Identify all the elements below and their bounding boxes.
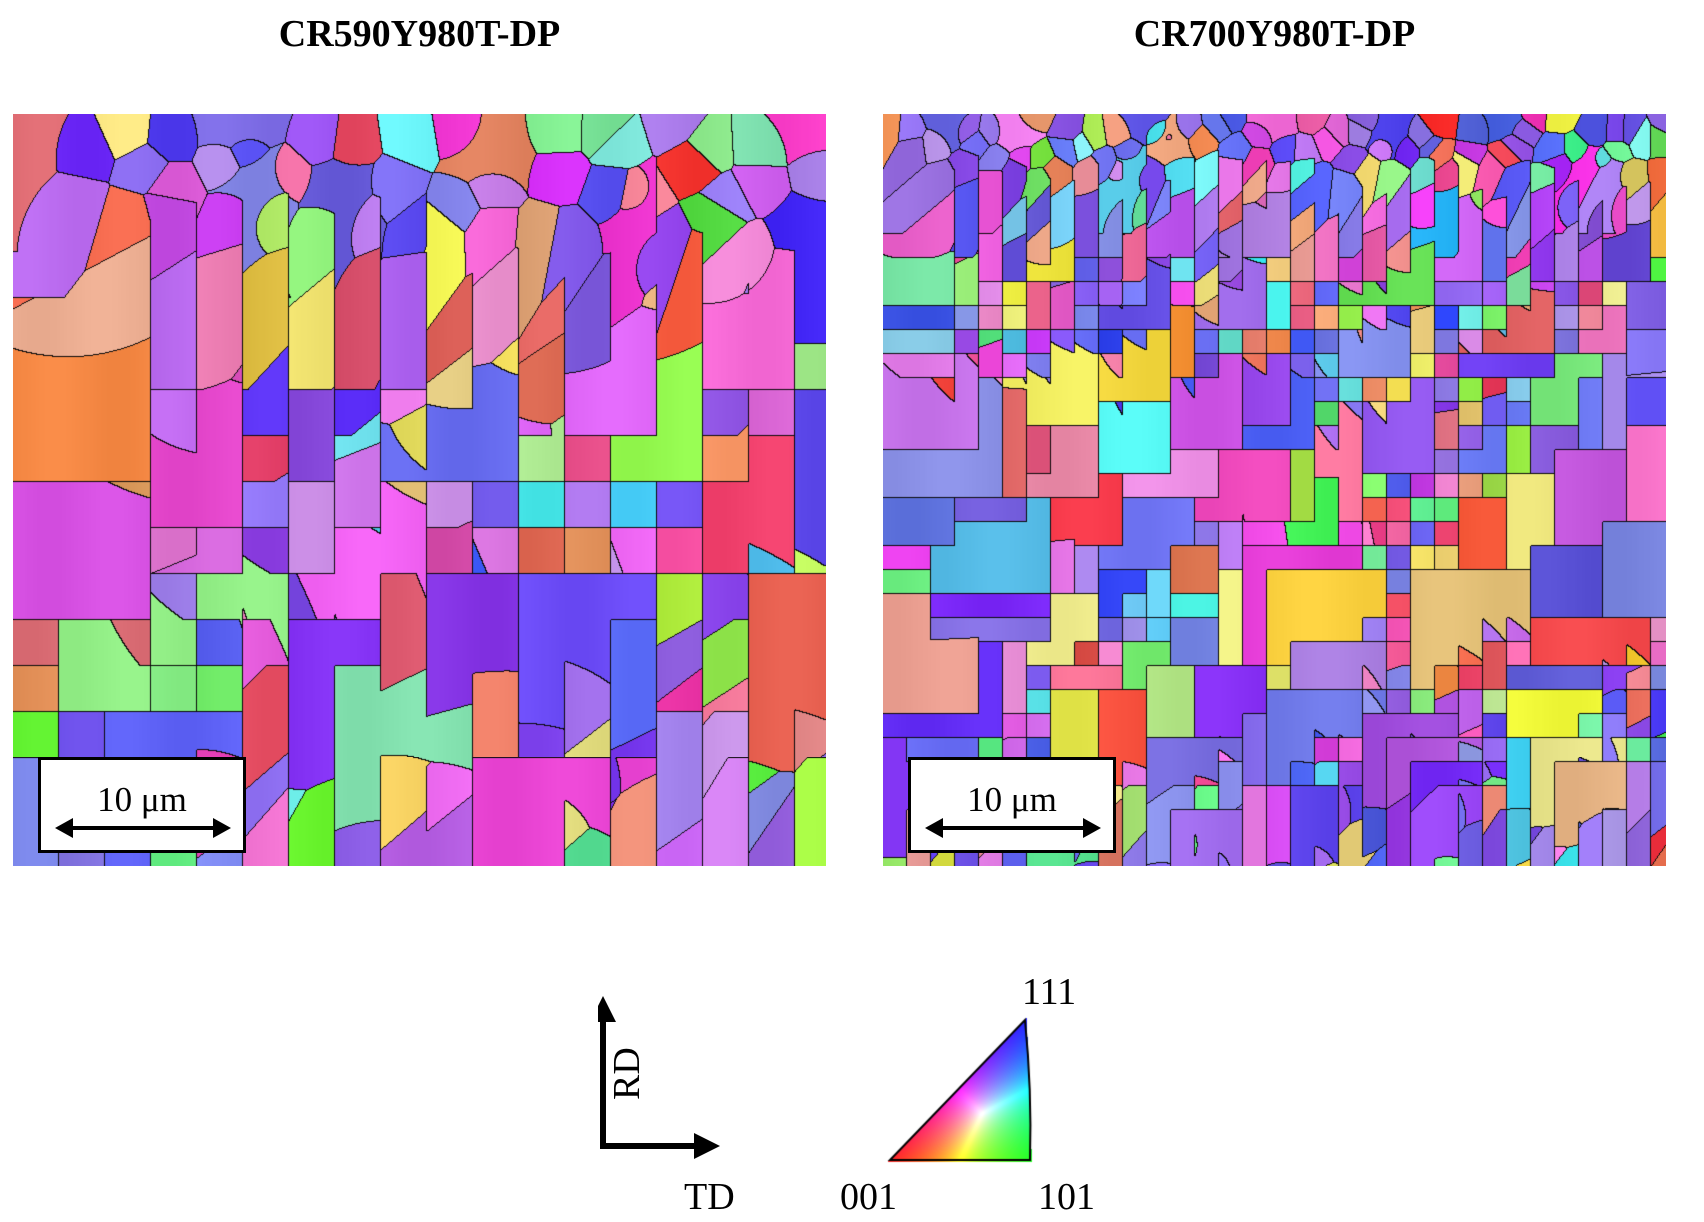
double-arrow-icon <box>925 818 1101 838</box>
ipf-grain-map-right <box>883 114 1666 866</box>
scale-bar-left: 10 μm <box>38 757 246 853</box>
scale-bar-label-right: 10 μm <box>967 780 1057 819</box>
ipf-color-key-triangle <box>880 1010 1050 1170</box>
panel-title-left: CR590Y980T-DP <box>278 13 561 55</box>
ipf-label-101: 101 <box>1038 1176 1095 1218</box>
ipf-grain-map-left <box>13 114 826 866</box>
rd-td-axes-icon <box>598 996 720 1159</box>
ebsd-map-left: 10 μm <box>13 114 826 866</box>
panel-title-right: CR700Y980T-DP <box>1133 13 1416 55</box>
rd-label: RD <box>606 1047 648 1100</box>
td-label: TD <box>684 1176 735 1218</box>
scale-bar-label-left: 10 μm <box>97 780 187 819</box>
ipf-label-111: 111 <box>1022 971 1077 1013</box>
scale-bar-right: 10 μm <box>908 757 1116 853</box>
double-arrow-icon <box>55 818 231 838</box>
ipf-label-001: 001 <box>840 1176 897 1218</box>
ebsd-map-right: 10 μm <box>883 114 1666 866</box>
